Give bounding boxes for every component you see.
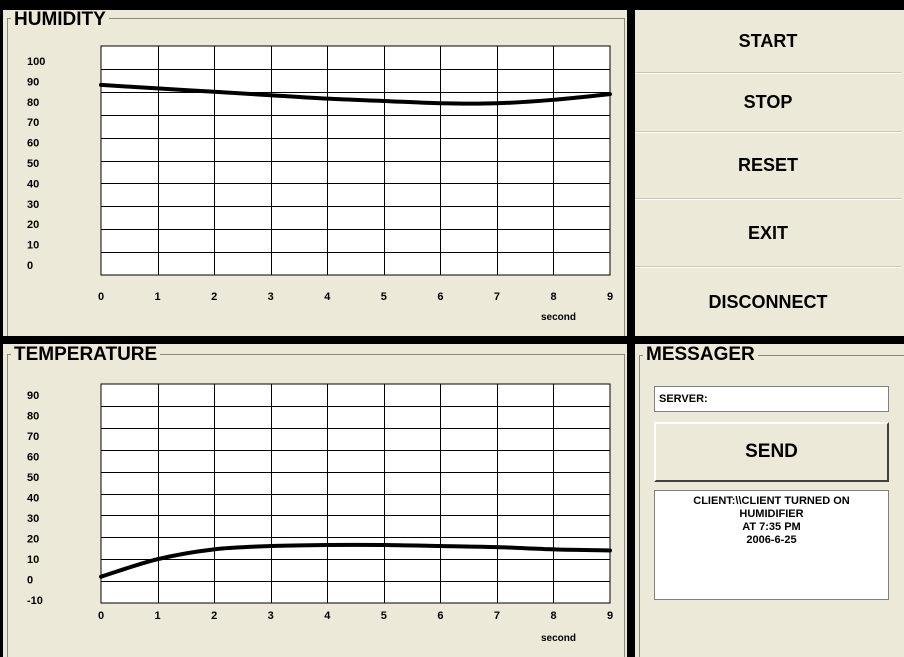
log-line: AT 7:35 PM: [742, 521, 801, 533]
x-tick-label: 0: [98, 291, 104, 303]
log-line: CLIENT:\\CLIENT TURNED ON: [693, 495, 850, 507]
message-log[interactable]: CLIENT:\\CLIENT TURNED ON HUMIDIFIER AT …: [654, 490, 889, 600]
x-tick-label: 8: [550, 610, 556, 622]
messager-title: MESSAGER: [643, 345, 758, 365]
x-axis-unit-label: second: [541, 633, 576, 644]
data-line: [99, 542, 612, 579]
divider: [635, 73, 901, 74]
divider: [635, 266, 901, 267]
y-tick-label: 40: [27, 493, 39, 505]
x-tick-label: 7: [494, 610, 500, 622]
y-tick-label: 30: [27, 199, 39, 211]
temperature-chart: 90 80 70 60 50 40 30 20 10 0 -10 0 1 2 3 4 5 6 7 8 9 second: [27, 383, 613, 644]
x-tick-label: 0: [98, 610, 104, 622]
x-tick-label: 9: [607, 610, 613, 622]
plot-area: [100, 383, 611, 604]
messager-panel: MESSAGER SERVER: SEND CLIENT:\\CLIENT TU…: [635, 344, 904, 657]
y-tick-label: 0: [27, 575, 33, 587]
start-button[interactable]: START: [635, 10, 901, 72]
x-tick-label: 9: [607, 291, 613, 303]
humidity-panel: HUMIDITY 100 90 80 70 60 50 40 30 20 10 0 0 1 2 3 4 5 6 7 8…: [3, 10, 627, 336]
x-tick-label: 2: [211, 610, 217, 622]
divider: [635, 131, 901, 132]
log-line: HUMIDIFIER: [739, 508, 804, 520]
y-tick-label: 40: [27, 178, 39, 190]
humidity-group-box: [7, 18, 625, 336]
x-tick-label: 1: [155, 610, 161, 622]
divider: [635, 199, 901, 200]
plot-area: [100, 45, 611, 276]
divider: [635, 132, 901, 133]
y-tick-label: 100: [27, 56, 45, 68]
x-tick-label: 7: [494, 291, 500, 303]
reset-button[interactable]: RESET: [635, 133, 901, 198]
y-tick-label: 50: [27, 472, 39, 484]
y-tick-label: 10: [27, 554, 39, 566]
y-tick-label: 20: [27, 219, 39, 231]
y-tick-label: 30: [27, 513, 39, 525]
temperature-group-box: [7, 354, 625, 657]
x-tick-label: 3: [268, 291, 274, 303]
exit-button[interactable]: EXIT: [635, 200, 901, 266]
y-tick-label: 10: [27, 240, 39, 252]
y-tick-label: -10: [27, 595, 43, 607]
x-tick-label: 8: [550, 291, 556, 303]
y-tick-label: 70: [27, 431, 39, 443]
disconnect-button[interactable]: DISCONNECT: [635, 268, 901, 336]
divider: [635, 267, 901, 268]
x-tick-label: 4: [324, 291, 331, 303]
x-tick-label: 6: [437, 610, 443, 622]
x-tick-label: 5: [381, 610, 387, 622]
y-tick-label: 0: [27, 260, 33, 272]
server-input[interactable]: SERVER:: [654, 386, 889, 412]
x-tick-label: 5: [381, 291, 387, 303]
divider: [635, 72, 901, 73]
stop-button[interactable]: STOP: [635, 74, 901, 131]
y-tick-label: 20: [27, 534, 39, 546]
humidity-title: HUMIDITY: [11, 10, 109, 30]
y-tick-label: 50: [27, 158, 39, 170]
temperature-title: TEMPERATURE: [11, 345, 161, 365]
x-axis-unit-label: second: [541, 312, 576, 323]
y-tick-label: 90: [27, 390, 39, 402]
y-tick-label: 80: [27, 97, 39, 109]
server-input-value: SERVER:: [659, 393, 708, 405]
divider: [635, 198, 901, 199]
x-tick-label: 6: [437, 291, 443, 303]
control-panel: START STOP RESET EXIT DISCONNECT: [635, 10, 904, 336]
y-tick-label: 60: [27, 138, 39, 150]
y-tick-label: 60: [27, 452, 39, 464]
y-tick-label: 80: [27, 411, 39, 423]
x-tick-label: 2: [211, 291, 217, 303]
x-tick-label: 4: [324, 610, 331, 622]
x-tick-label: 3: [268, 610, 274, 622]
send-button[interactable]: SEND: [654, 422, 889, 482]
x-tick-label: 1: [155, 291, 161, 303]
log-line: 2006-6-25: [746, 534, 797, 546]
y-tick-label: 70: [27, 117, 39, 129]
temperature-panel: TEMPERATURE 90 80 70 60 50 40 30 20 10 0 -10 0 1 2 3 4 5…: [3, 344, 627, 657]
data-line: [99, 82, 612, 106]
messager-group-box: [639, 355, 904, 657]
y-tick-label: 90: [27, 76, 39, 88]
